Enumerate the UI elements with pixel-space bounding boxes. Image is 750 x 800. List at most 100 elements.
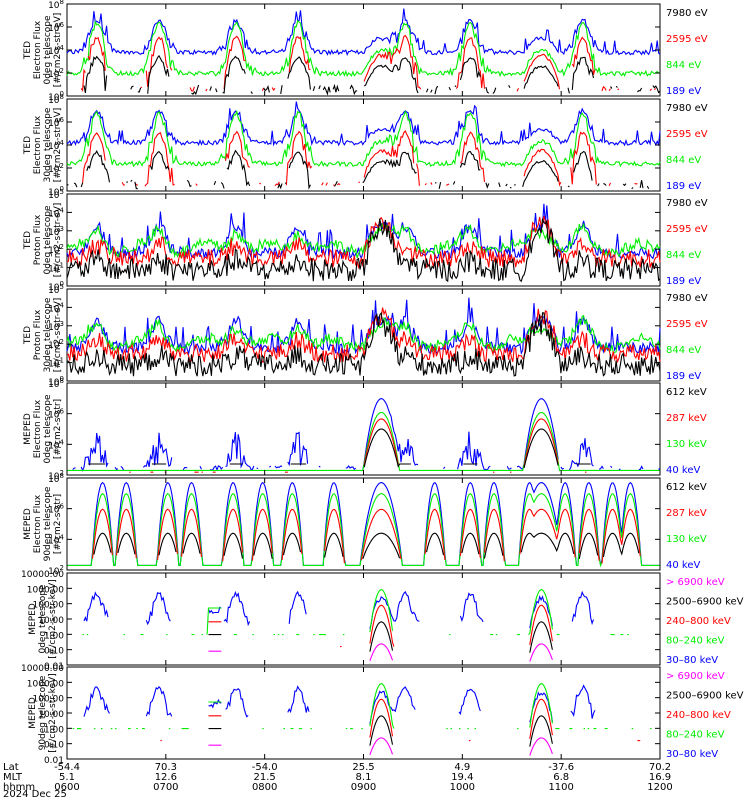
legend-label: 7980 eV <box>666 103 708 114</box>
y-axis-label: TEDElectron Flux0deg telescope[#/cm2-s-s… <box>23 13 63 88</box>
legend-label: 189 eV <box>666 86 701 97</box>
y-axis-label: TEDElectron Flux30deg telescope[#/cm2-s-… <box>23 107 63 182</box>
legend-label: 30–80 keV <box>666 749 718 760</box>
y-tick-label: 10.00 <box>38 616 64 626</box>
footer-mlt: 19.4 <box>451 772 473 783</box>
legend-label: 2500–6900 keV <box>666 597 744 608</box>
series-189-ev <box>66 101 661 147</box>
series-7980-ev <box>66 311 661 377</box>
y-tick-label: 0.10 <box>44 741 64 751</box>
series-7980-ev <box>83 54 661 96</box>
y-tick-label: 108 <box>48 0 64 11</box>
legend-label: 130 keV <box>666 439 707 450</box>
series-844-ev <box>66 109 661 168</box>
y-tick-label: 1.00 <box>44 631 64 641</box>
panel-7: 0.010.101.0010.00100.001000.0010000.00ME… <box>21 570 744 672</box>
series-40-kev <box>67 481 660 566</box>
footer-hhmm: 1100 <box>548 782 573 793</box>
legend-label: 844 eV <box>666 60 701 71</box>
legend-label: 2595 eV <box>666 224 708 235</box>
plot-frame <box>66 382 661 476</box>
footer-mlt: 8.1 <box>356 772 372 783</box>
series-30-80-kev <box>83 684 596 725</box>
legend-label: 844 eV <box>666 250 701 261</box>
footer-mlt: 21.5 <box>254 772 276 783</box>
legend-label: 240–800 keV <box>666 616 731 627</box>
y-tick-label: 1.00 <box>44 725 64 735</box>
series-2595-ev <box>80 34 657 92</box>
footer-lat: -37.6 <box>548 762 574 773</box>
legend-label: 40 keV <box>666 560 700 571</box>
panel-8: 0.01 0.10 1.00 10.00 100.00 1000.00 10000.00ME… <box>21 664 744 766</box>
legend-label: 287 keV <box>666 413 707 424</box>
footer-mlt: 12.6 <box>155 772 177 783</box>
footer-hhmm: 0800 <box>252 782 277 793</box>
series-844-ev <box>66 314 661 355</box>
y-tick-label: 10.00 <box>38 710 64 720</box>
footer-hhmm: 0700 <box>153 782 178 793</box>
plot-frame <box>66 98 661 192</box>
footer-lat: 25.5 <box>352 762 374 773</box>
footer-mlt: 16.9 <box>649 772 671 783</box>
series-7980-ev <box>66 218 661 283</box>
plot-frame <box>66 3 661 97</box>
legend-label: 2595 eV <box>666 129 708 140</box>
series-844-ev <box>66 19 661 78</box>
series-2500-6900-kev <box>208 621 553 653</box>
plot-frame <box>66 288 661 382</box>
y-axis-label: TEDProton Flux0deg telescope[#/cm2-s-str… <box>23 203 63 278</box>
footer-lat: 70.3 <box>155 762 177 773</box>
footer-hhmm: 0900 <box>351 782 376 793</box>
legend-label: 189 eV <box>666 181 701 192</box>
footer-lat: 70.2 <box>649 762 671 773</box>
footer-mlt: 5.1 <box>59 772 75 783</box>
footer-hhmm: 0600 <box>54 782 79 793</box>
y-axis-label: TEDProton Flux30deg telescope[#/cm2-s-st… <box>23 297 63 372</box>
y-tick-label: 0.01 <box>44 756 64 766</box>
legend-label: 40 keV <box>666 465 700 476</box>
y-tick-label: 1000.00 <box>27 679 64 689</box>
legend-label: 7980 eV <box>666 198 708 209</box>
y-axis-label: MEPED0deg telescope[#/cm2-s-str-keV] <box>28 579 58 658</box>
y-tick-label: 1000.00 <box>27 585 64 595</box>
legend-label: 7980 eV <box>666 293 708 304</box>
legend-label: 2500–6900 keV <box>666 691 744 702</box>
footer-row-label: MLT <box>3 772 23 783</box>
legend-label: 844 eV <box>666 155 701 166</box>
legend-label: 2595 eV <box>666 319 708 330</box>
y-tick-label: 0.01 <box>44 662 64 672</box>
series-612-kev <box>88 428 591 469</box>
series--6900-kev <box>208 643 553 662</box>
footer-mlt: 6.8 <box>553 772 569 783</box>
legend-label: 189 eV <box>666 276 701 287</box>
series-30-80-kev <box>83 590 595 629</box>
legend-label: 189 eV <box>666 371 701 382</box>
series-130-kev <box>67 492 660 568</box>
y-axis-label: MEPEDElectron Flux0deg telescope[#/cm2-s… <box>23 394 63 464</box>
footer-lat: 4.9 <box>454 762 470 773</box>
plot-frame <box>66 666 661 760</box>
legend-label: 80–240 keV <box>666 636 725 647</box>
legend-label: 844 eV <box>666 345 701 356</box>
footer-row-label: hhmm <box>3 782 35 793</box>
y-tick-label: 100.00 <box>33 695 65 705</box>
series-2595-ev <box>66 307 661 364</box>
y-tick-label: 0.10 <box>44 647 64 657</box>
legend-label: 7980 eV <box>666 8 708 19</box>
series-287-kev <box>91 508 641 564</box>
legend-label: 612 keV <box>666 482 707 493</box>
series-2500-6900-kev <box>208 715 553 747</box>
y-tick-label: 100.00 <box>33 601 65 611</box>
footer-hhmm: 1000 <box>450 782 475 793</box>
footer-row-label: Lat <box>3 762 19 773</box>
footer-lat: -54.4 <box>54 762 80 773</box>
legend-label: 287 keV <box>666 508 707 519</box>
series--6900-kev <box>208 737 553 756</box>
